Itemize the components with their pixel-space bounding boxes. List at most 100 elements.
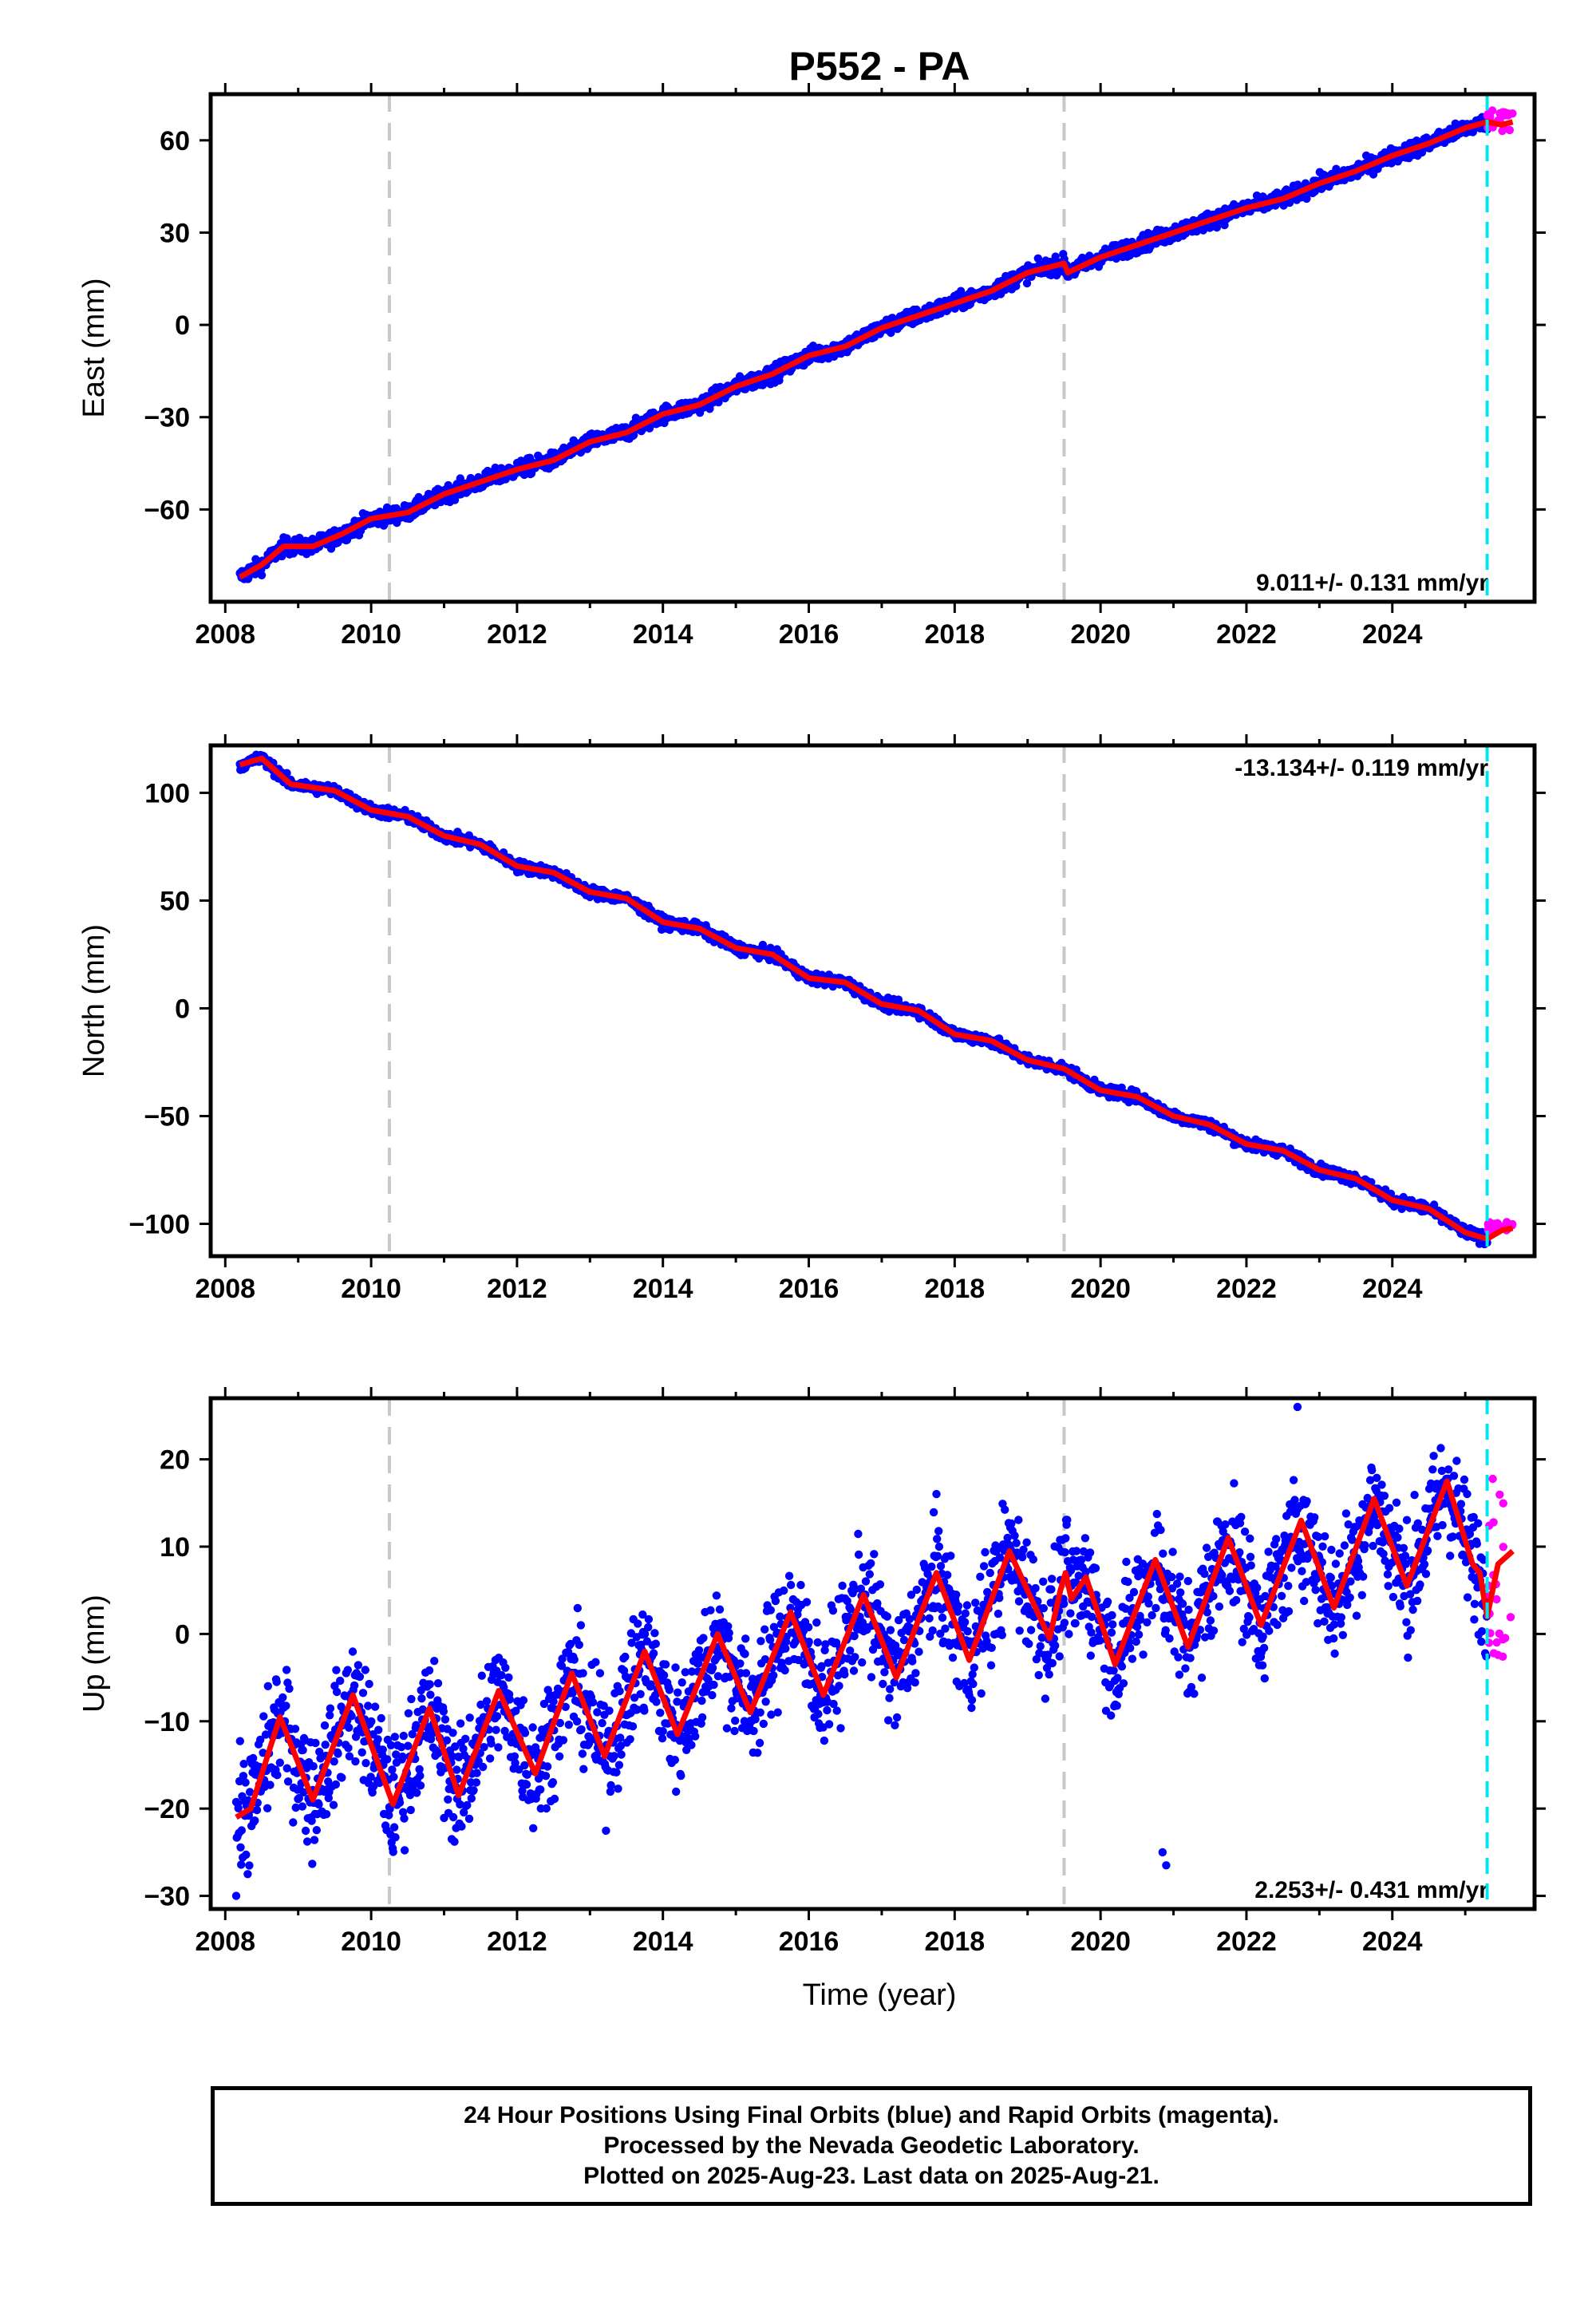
final-orbit-point — [416, 1771, 425, 1780]
y-tick-label: −50 — [144, 1101, 190, 1132]
final-orbit-point — [345, 1752, 354, 1761]
final-orbit-point — [312, 1826, 321, 1835]
final-orbit-point — [282, 1701, 290, 1710]
x-tick-label: 2024 — [1362, 619, 1423, 650]
final-orbit-point — [358, 1748, 366, 1757]
east-panel: 9.011+/- 0.131 mm/yr East (mm) 2008 2010 2… — [77, 83, 1546, 650]
x-tick-label: 2014 — [633, 1274, 693, 1304]
final-orbit-point — [263, 1804, 272, 1812]
final-orbit-point — [282, 1764, 291, 1773]
final-orbit-point — [408, 1729, 417, 1739]
final-orbit-point — [1220, 220, 1229, 230]
y-tick-label: 60 — [160, 126, 190, 156]
final-orbit-point — [331, 1780, 340, 1789]
x-tick-label: 2020 — [1070, 619, 1131, 650]
y-tick-label: 50 — [160, 886, 190, 916]
final-orbit-point — [235, 1737, 244, 1745]
final-orbit-point — [273, 1771, 282, 1780]
final-orbit-point — [278, 551, 286, 561]
x-tick-label: 2008 — [195, 619, 255, 650]
x-tick-label: 2024 — [1362, 1274, 1423, 1304]
final-orbit-point — [413, 1788, 421, 1797]
rapid-orbit-point — [1483, 1219, 1493, 1228]
final-orbit-point — [358, 1689, 368, 1697]
x-tick-label: 2008 — [195, 1274, 255, 1304]
final-orbit-point — [315, 1747, 324, 1757]
final-orbit-point — [366, 1773, 375, 1781]
final-orbit-point — [311, 1738, 320, 1748]
final-orbit-point — [275, 1758, 284, 1767]
east-rate-label: 9.011+/- 0.131 mm/yr — [1256, 570, 1488, 596]
final-orbit-point — [282, 534, 291, 543]
rapid-orbit-point — [1493, 1219, 1502, 1228]
final-orbit-point — [272, 1678, 281, 1686]
final-orbit-point — [404, 1741, 413, 1750]
final-orbit-point — [956, 287, 966, 295]
x-tick-label: 2014 — [633, 619, 693, 650]
final-orbit-point — [343, 1666, 352, 1674]
final-orbit-point — [329, 1800, 338, 1809]
final-orbit-point — [398, 1808, 408, 1816]
x-tick-label: 2012 — [487, 619, 547, 650]
final-orbit-point — [332, 1687, 342, 1697]
final-orbit-point — [336, 1676, 345, 1686]
final-orbit-point — [400, 1814, 409, 1823]
final-orbit-point — [239, 1772, 248, 1780]
final-orbit-point — [332, 1666, 341, 1674]
final-orbit-point — [361, 1759, 370, 1768]
final-orbit-point — [338, 1773, 346, 1782]
final-orbit-point — [263, 1682, 272, 1690]
final-orbit-point — [290, 1725, 300, 1733]
final-orbit-point — [1051, 252, 1060, 261]
final-orbit-point — [324, 1793, 333, 1803]
final-orbit-point — [389, 1773, 398, 1781]
final-orbit-point — [395, 1798, 405, 1807]
up-axis-label: Up (mm) — [77, 1595, 111, 1713]
time-axis-label: Time (year) — [803, 1978, 957, 2012]
y-tick-label: −100 — [128, 1209, 190, 1239]
final-orbit-point — [400, 1846, 409, 1855]
final-orbit-point — [298, 1802, 307, 1811]
final-orbit-point — [368, 1788, 377, 1797]
final-orbit-point — [415, 1765, 424, 1774]
x-tick-label: 2022 — [1216, 619, 1277, 650]
x-tick-label: 2012 — [487, 1274, 547, 1304]
x-tick-label: 2020 — [1070, 1274, 1131, 1304]
final-orbit-point — [282, 1666, 291, 1674]
final-orbit-point — [1468, 128, 1478, 136]
final-orbit-point — [321, 1741, 330, 1749]
final-orbit-point — [347, 1712, 356, 1721]
final-orbit-point — [257, 571, 267, 579]
final-orbit-point — [373, 1735, 382, 1744]
x-tick-label: 2010 — [341, 619, 401, 650]
final-orbit-point — [285, 1684, 294, 1694]
final-orbit-point — [259, 1712, 268, 1721]
up-rate-label: 2.253+/- 0.431 mm/yr — [1254, 1877, 1488, 1903]
final-orbit-point — [450, 496, 460, 504]
final-orbit-point — [241, 1778, 250, 1787]
east-axis-label: East (mm) — [77, 278, 111, 417]
final-orbit-point — [309, 1762, 318, 1771]
final-orbit-point — [266, 1780, 275, 1789]
final-orbit-point — [370, 1702, 380, 1711]
final-orbit-point — [385, 1811, 393, 1820]
final-orbit-point — [245, 1788, 255, 1796]
final-orbit-point — [301, 1826, 310, 1836]
final-orbit-point — [314, 1800, 323, 1809]
final-orbit-point — [364, 1701, 373, 1710]
final-orbit-point — [386, 1741, 396, 1749]
final-orbit-point — [383, 1755, 392, 1764]
x-tick-label: 2018 — [925, 619, 986, 650]
final-orbit-point — [377, 1713, 385, 1723]
model-fit-line — [238, 119, 1514, 580]
final-orbit-point — [320, 1721, 330, 1730]
final-orbit-point — [302, 1837, 312, 1846]
station-title: P552 - PA — [789, 44, 970, 89]
final-orbit-point — [326, 1711, 334, 1720]
final-orbit-point — [1212, 223, 1222, 232]
final-orbit-point — [391, 1833, 400, 1842]
final-orbit-point — [242, 1850, 251, 1860]
model-fit-line — [239, 755, 1514, 1242]
final-orbit-point — [398, 1752, 407, 1761]
